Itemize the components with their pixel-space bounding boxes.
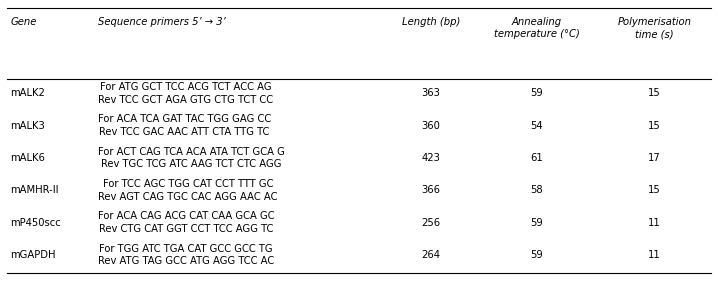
Text: 15: 15 [648,121,661,131]
Text: 15: 15 [648,89,661,98]
Text: 423: 423 [421,153,441,163]
Text: For TGG ATC TGA CAT GCC GCC TG
Rev ATG TAG GCC ATG AGG TCC AC: For TGG ATC TGA CAT GCC GCC TG Rev ATG T… [98,244,274,266]
Text: For ACA CAG ACG CAT CAA GCA GC
Rev CTG CAT GGT CCT TCC AGG TC: For ACA CAG ACG CAT CAA GCA GC Rev CTG C… [98,211,274,234]
Text: 360: 360 [421,121,441,131]
Text: mALK6: mALK6 [10,153,45,163]
Text: mP450scc: mP450scc [10,218,61,228]
Text: Gene: Gene [10,17,37,27]
Text: For ACT CAG TCA ACA ATA TCT GCA G
Rev TGC TCG ATC AAG TCT CTC AGG: For ACT CAG TCA ACA ATA TCT GCA G Rev TG… [98,147,285,169]
Text: 54: 54 [531,121,543,131]
Text: 11: 11 [648,218,661,228]
Text: 17: 17 [648,153,661,163]
Text: 59: 59 [531,250,543,260]
Text: Sequence primers 5’ → 3’: Sequence primers 5’ → 3’ [98,17,225,27]
Text: 59: 59 [531,89,543,98]
Text: 366: 366 [421,185,441,195]
Text: mAMHR-II: mAMHR-II [10,185,59,195]
Text: 61: 61 [531,153,543,163]
Text: 59: 59 [531,218,543,228]
Text: mALK2: mALK2 [10,89,45,98]
Text: Polymerisation
time (s): Polymerisation time (s) [617,17,691,39]
Text: For ACA TCA GAT TAC TGG GAG CC
Rev TCC GAC AAC ATT CTA TTG TC: For ACA TCA GAT TAC TGG GAG CC Rev TCC G… [98,114,271,137]
Text: mGAPDH: mGAPDH [10,250,55,260]
Text: 256: 256 [421,218,441,228]
Text: 11: 11 [648,250,661,260]
Text: Annealing
temperature (°C): Annealing temperature (°C) [494,17,579,39]
Text: For TCC AGC TGG CAT CCT TTT GC
Rev AGT CAG TGC CAC AGG AAC AC: For TCC AGC TGG CAT CCT TTT GC Rev AGT C… [98,179,277,202]
Text: 363: 363 [421,89,441,98]
Text: 58: 58 [531,185,543,195]
Text: For ATG GCT TCC ACG TCT ACC AG
Rev TCC GCT AGA GTG CTG TCT CC: For ATG GCT TCC ACG TCT ACC AG Rev TCC G… [98,82,273,105]
Text: mALK3: mALK3 [10,121,45,131]
Text: 15: 15 [648,185,661,195]
Text: 264: 264 [421,250,441,260]
Text: Length (bp): Length (bp) [402,17,460,27]
